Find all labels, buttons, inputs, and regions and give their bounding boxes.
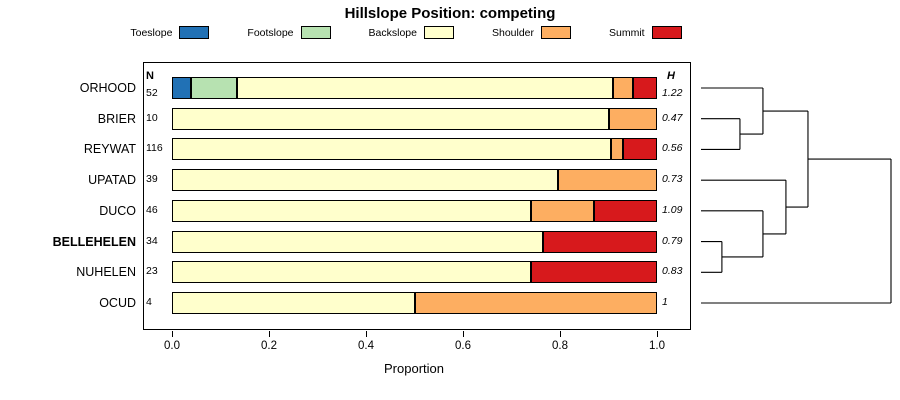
- bar-segment-backslope: [172, 199, 531, 222]
- bar-segment-shoulder: [610, 138, 624, 161]
- n-value: 39: [146, 173, 158, 186]
- bar-segment-summit: [543, 230, 657, 253]
- x-tick-label: 0.6: [455, 340, 471, 352]
- x-tick-label: 1.0: [649, 340, 665, 352]
- bar-segment-summit: [623, 138, 657, 161]
- n-value: 4: [146, 295, 152, 308]
- plot-frame: [143, 62, 691, 330]
- h-value: 0.83: [662, 265, 683, 278]
- legend-swatch: [179, 26, 210, 39]
- n-column-header: N: [146, 70, 154, 82]
- h-value: 0.47: [662, 111, 683, 124]
- h-value: 1.09: [662, 203, 683, 216]
- x-tick-label: 0.2: [261, 340, 277, 352]
- category-label: REYWAT: [83, 142, 136, 157]
- bar-segment-backslope: [172, 107, 609, 130]
- category-label: DUCO: [99, 203, 136, 218]
- n-value: 52: [146, 87, 158, 99]
- legend-swatch: [541, 26, 572, 39]
- bar-segment-summit: [632, 77, 657, 99]
- chart-title: Hillslope Position: competing: [344, 5, 556, 22]
- legend-item: Backslope: [369, 26, 454, 39]
- legend-label: Summit: [609, 26, 645, 39]
- legend: Toeslope Footslope Backslope Shoulder Summit: [0, 26, 812, 39]
- h-value: 1: [662, 295, 668, 308]
- legend-swatch: [651, 26, 682, 39]
- category-label: BRIER: [97, 111, 136, 126]
- bar-segment-shoulder: [557, 169, 657, 192]
- category-label: OCUD: [99, 295, 136, 310]
- bar-segment-summit: [530, 261, 657, 284]
- h-column-header: H: [667, 70, 675, 82]
- x-tick-label: 0.4: [358, 340, 374, 352]
- bar-segment-backslope: [172, 291, 415, 314]
- legend-label: Backslope: [368, 26, 417, 39]
- n-value: 10: [146, 111, 158, 124]
- bar-segment-backslope: [172, 261, 531, 284]
- legend-item: Footslope: [247, 26, 331, 39]
- bar-segment-backslope: [172, 230, 544, 253]
- x-tick-mark: [172, 331, 173, 337]
- h-value: 0.73: [662, 173, 683, 186]
- x-axis-label: Proportion: [384, 361, 444, 376]
- bar-segment-toeslope: [172, 77, 192, 99]
- legend-label: Shoulder: [491, 26, 535, 39]
- bar-segment-shoulder: [608, 107, 657, 130]
- bar-segment-backslope: [172, 138, 611, 161]
- bar-segment-shoulder: [414, 291, 657, 314]
- x-tick-mark: [366, 331, 367, 337]
- n-value: 116: [146, 142, 163, 155]
- bar-segment-summit: [593, 199, 657, 222]
- n-value: 34: [146, 234, 158, 247]
- category-label: BELLEHELEN: [52, 234, 136, 249]
- x-tick-mark: [560, 331, 561, 337]
- category-label: NUHELEN: [76, 265, 136, 280]
- x-tick-mark: [463, 331, 464, 337]
- legend-label: Footslope: [247, 26, 294, 39]
- h-value: 0.79: [662, 234, 683, 247]
- x-tick-mark: [269, 331, 270, 337]
- x-tick-mark: [657, 331, 658, 337]
- bar-segment-backslope: [237, 77, 614, 99]
- h-value: 0.56: [662, 142, 683, 155]
- category-label: UPATAD: [88, 173, 136, 188]
- category-label: ORHOOD: [79, 81, 136, 95]
- bar-segment-backslope: [172, 169, 558, 192]
- legend-swatch: [423, 26, 454, 39]
- legend-label: Toeslope: [130, 26, 173, 39]
- n-value: 23: [146, 265, 158, 278]
- n-value: 46: [146, 203, 158, 216]
- legend-item: Shoulder: [491, 26, 572, 39]
- bar-segment-shoulder: [530, 199, 594, 222]
- x-tick-label: 0.8: [552, 340, 568, 352]
- legend-swatch: [300, 26, 331, 39]
- bar-segment-footslope: [191, 77, 238, 99]
- legend-item: Summit: [609, 26, 682, 39]
- x-tick-label: 0.0: [164, 340, 180, 352]
- legend-item: Toeslope: [130, 26, 210, 39]
- bar-segment-shoulder: [613, 77, 633, 99]
- h-value: 1.22: [662, 87, 683, 99]
